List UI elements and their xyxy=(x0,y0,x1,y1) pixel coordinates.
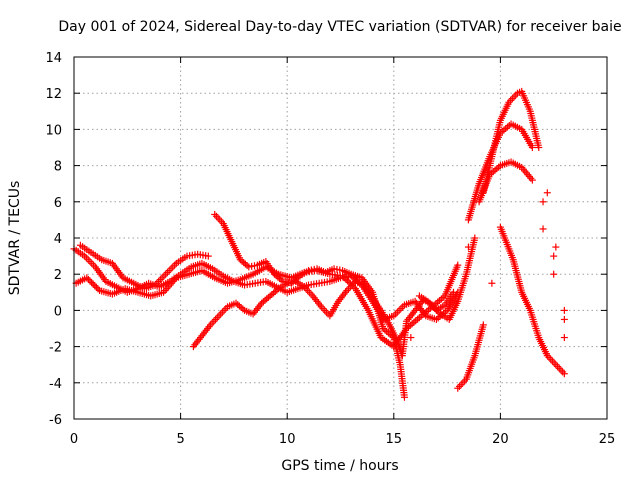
track-4-point xyxy=(488,279,496,287)
track-2-point xyxy=(454,261,462,269)
y-tick-label: 10 xyxy=(45,123,62,138)
track-1-point xyxy=(550,270,558,278)
data-points xyxy=(70,87,568,401)
track-2-marker xyxy=(86,277,94,285)
y-tick-label: 2 xyxy=(54,268,62,283)
track-2-point xyxy=(83,274,91,282)
chart-title: Day 001 of 2024, Sidereal Day-to-day VTE… xyxy=(58,19,621,35)
track-2-marker xyxy=(343,277,351,285)
track-2-marker xyxy=(84,275,92,283)
x-tick-label: 20 xyxy=(492,432,509,447)
x-axis-label: GPS time / hours xyxy=(281,458,398,474)
track-4-marker xyxy=(243,262,251,270)
x-tick-label: 25 xyxy=(599,432,616,447)
track-2-point xyxy=(560,315,568,323)
track-2-marker xyxy=(91,282,99,290)
track-4-point xyxy=(400,393,408,401)
track-2-marker xyxy=(340,274,348,282)
track-2-point xyxy=(539,198,547,206)
track-4-point xyxy=(449,288,457,296)
track-1-point xyxy=(528,176,536,184)
track-2-marker xyxy=(342,275,350,283)
axis-ticks: 0 5 10 15 20 25 -6 -4 -2 0 2 4 6 8 10 12 14 xyxy=(45,51,615,447)
track-3-point xyxy=(535,144,543,151)
y-tick-label: -6 xyxy=(49,413,62,428)
track-4-marker xyxy=(277,276,285,284)
track-3-point xyxy=(471,234,479,242)
y-tick-label: 0 xyxy=(54,304,62,319)
x-tick-label: 0 xyxy=(70,432,78,447)
x-tick-label: 5 xyxy=(176,432,184,447)
track-1-point xyxy=(539,225,547,233)
track-2-marker xyxy=(89,280,97,288)
y-tick-label: 4 xyxy=(54,232,62,247)
track-3-point xyxy=(552,243,560,251)
track-2-point xyxy=(550,252,558,260)
y-tick-label: 6 xyxy=(54,196,62,211)
track-4-marker xyxy=(294,273,302,281)
track-4-point xyxy=(479,321,487,329)
track-2-point xyxy=(528,144,536,151)
track-3-marker xyxy=(239,305,247,313)
y-tick-label: -2 xyxy=(49,341,62,356)
track-3-point xyxy=(543,189,551,197)
y-axis-label: SDTVAR / TECUs xyxy=(7,181,23,296)
track-3-marker xyxy=(273,286,281,294)
y-tick-label: 12 xyxy=(45,87,62,102)
x-tick-label: 10 xyxy=(279,432,296,447)
y-tick-label: -4 xyxy=(49,377,62,392)
track-2-marker xyxy=(88,279,96,287)
track-1-point xyxy=(560,334,568,342)
y-tick-label: 14 xyxy=(45,51,62,66)
track-2-marker xyxy=(94,285,102,293)
track-2-marker xyxy=(92,283,100,291)
x-tick-label: 15 xyxy=(386,432,403,447)
y-tick-label: 8 xyxy=(54,160,62,175)
track-4-point xyxy=(560,370,568,378)
track-3-point xyxy=(560,306,568,314)
track-4-point xyxy=(204,252,212,260)
track-4-point xyxy=(407,334,415,342)
